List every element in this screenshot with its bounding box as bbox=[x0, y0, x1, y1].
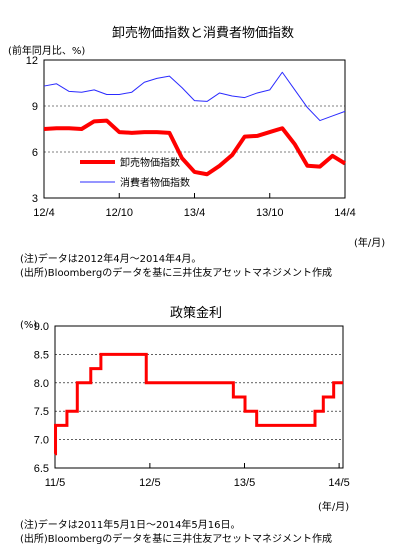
chart2-y-tick-label: 8.5 bbox=[34, 349, 49, 361]
chart2-y-tick-label: 7.0 bbox=[34, 435, 49, 447]
chart2-frame bbox=[54, 325, 344, 469]
chart1-x-tick-label: 13/4 bbox=[184, 207, 205, 219]
chart1-source: (出所)Bloombergのデータを基に三井住友アセットマネジメント作成 bbox=[20, 268, 333, 279]
chart1-legend-label-consumer: 消費者物価指数 bbox=[120, 176, 190, 189]
chart1-y-tick-label: 9 bbox=[32, 101, 38, 113]
chart2-y-tick-label: 9.0 bbox=[34, 321, 49, 333]
chart1-x-unit: (年/月) bbox=[354, 238, 386, 249]
chart2-note: (注)データは2011年5月1日～2014年5月16日。 bbox=[20, 520, 241, 531]
chart2-y-axis-label: (%) bbox=[20, 320, 38, 331]
chart1-y-tick-label: 6 bbox=[32, 147, 38, 159]
chart1-x-tick-label: 13/10 bbox=[256, 207, 284, 219]
chart2-x-tick-label: 12/5 bbox=[139, 477, 160, 489]
chart2-x-tick-label: 13/5 bbox=[234, 477, 255, 489]
chart1-y-axis-label: (前年同月比、%) bbox=[8, 46, 86, 57]
chart1-note: (注)データは2012年4月～2014年4月。 bbox=[20, 254, 202, 265]
chart2-y-tick-label: 6.5 bbox=[34, 463, 49, 475]
chart2-x-tick-label: 14/5 bbox=[328, 477, 349, 489]
chart1-x-tick-label: 12/4 bbox=[33, 207, 54, 219]
chart1-y-tick-label: 3 bbox=[32, 193, 38, 205]
chart2-source: (出所)Bloombergのデータを基に三井住友アセットマネジメント作成 bbox=[20, 534, 333, 545]
chart2-y-tick-label: 8.0 bbox=[34, 378, 49, 390]
chart1-x-tick-label: 14/4 bbox=[334, 207, 355, 219]
chart1-title: 卸売物価指数と消費者物価指数 bbox=[112, 26, 295, 41]
chart1-series-wholesale-line bbox=[43, 118, 347, 177]
chart2-x-unit: (年/月) bbox=[318, 502, 350, 513]
chart1-x-tick-label: 12/10 bbox=[105, 207, 133, 219]
chart2-title: 政策金利 bbox=[170, 306, 223, 321]
chart1-series-consumer-line bbox=[43, 71, 346, 122]
chart2-x-tick-label: 11/5 bbox=[45, 477, 66, 489]
chart2-y-tick-label: 7.5 bbox=[34, 406, 49, 418]
chart2-series-policy-rate-line bbox=[54, 352, 343, 456]
chart1-y-tick-label: 12 bbox=[26, 55, 38, 67]
chart1-legend-label-wholesale: 卸売物価指数 bbox=[120, 156, 180, 169]
